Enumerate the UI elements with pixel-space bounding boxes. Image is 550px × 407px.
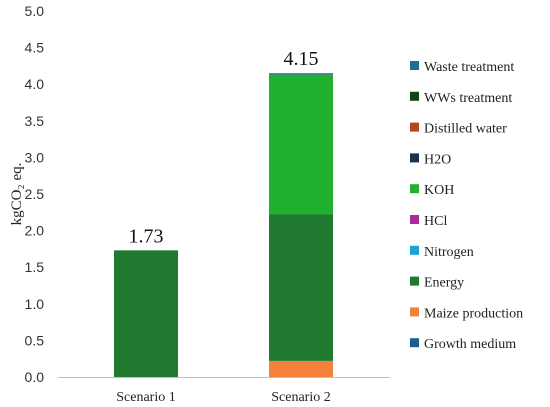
legend-swatch [410,153,419,163]
legend-label: Nitrogen [424,245,474,260]
total-label: 1.73 [129,225,164,247]
legend-label: Growth medium [424,337,516,352]
y-tick-label: 3.5 [25,113,45,129]
bar-segment [269,73,333,75]
bar-segment [114,250,178,377]
y-tick-label: 2.5 [25,186,45,202]
bars-group [114,73,333,377]
legend-swatch [410,245,419,255]
y-axis-label: kgCO₂ eq. [9,163,25,226]
y-tick-label: 2.0 [25,223,45,239]
legend-swatch [410,338,419,348]
legend-label: Waste treatment [424,60,514,75]
y-tick-label: 5.0 [25,3,45,19]
y-axis-ticks: 0.0 0.5 1.0 1.5 2.0 2.5 3.0 3.5 4.0 4.5 5.0 [25,3,45,385]
y-axis-title: kgCO₂ eq. [9,163,25,226]
y-tick-label: 0.0 [25,369,45,385]
legend-label: Energy [424,276,464,291]
y-tick-label: 1.0 [25,296,45,312]
total-label: 4.15 [284,48,319,70]
y-tick-label: 4.5 [25,40,45,56]
category-label: Scenario 2 [271,390,330,405]
legend-swatch [410,276,419,286]
legend: Waste treatment WWs treatment Distilled wa… [410,60,523,352]
legend-swatch [410,307,419,317]
y-tick-label: 0.5 [25,332,45,348]
legend-swatch [410,122,419,132]
legend-label: Distilled water [424,122,507,137]
legend-swatch [410,61,419,70]
legend-swatch [410,184,419,194]
category-label: Scenario 1 [116,390,175,405]
legend-label: HCl [424,214,447,229]
bar-segment [269,214,333,361]
bar-segment [269,360,333,377]
legend-label: KOH [424,183,454,198]
y-tick-label: 3.0 [25,149,45,165]
legend-label: Maize production [424,306,523,321]
total-labels: 1.73 4.15 [129,48,319,247]
bar-segment [269,74,333,215]
legend-swatch [410,91,419,101]
legend-swatch [410,215,419,224]
category-labels: Scenario 1 Scenario 2 [116,390,330,405]
y-tick-label: 1.5 [25,259,45,275]
y-tick-label: 4.0 [25,76,45,92]
legend-label: H2O [424,152,451,167]
legend-label: WWs treatment [424,91,512,106]
